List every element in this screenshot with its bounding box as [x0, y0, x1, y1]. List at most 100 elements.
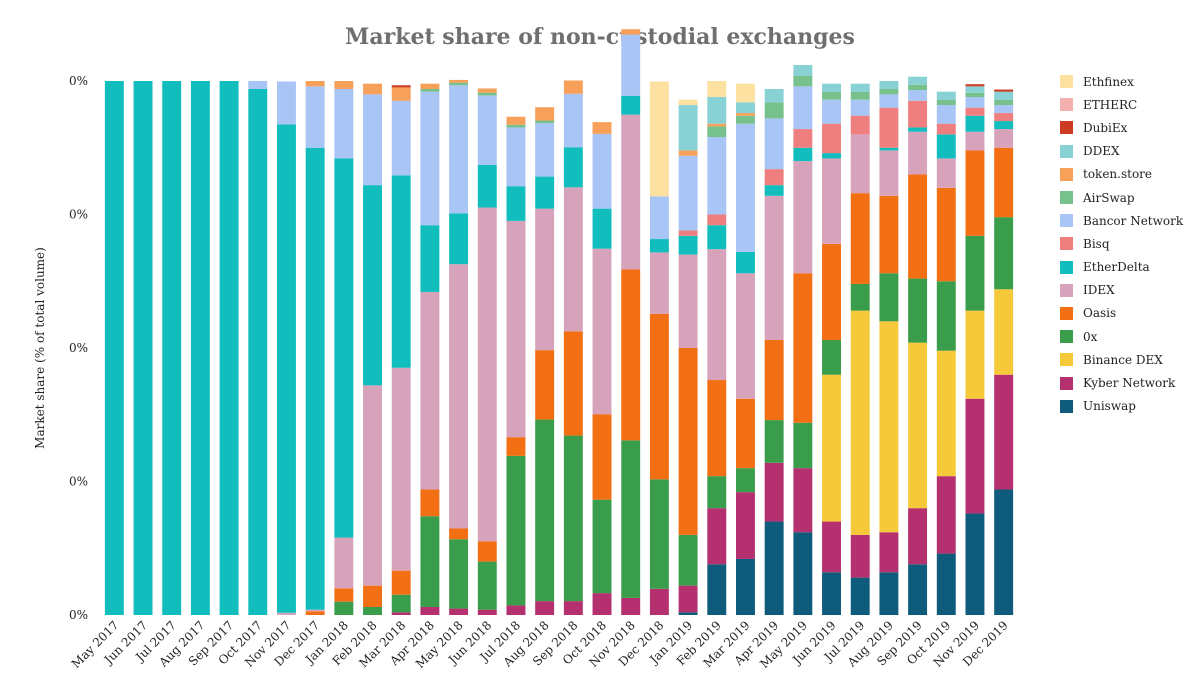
bar-segment-bancor-network	[764, 118, 784, 170]
bar-segment-oasis	[621, 269, 641, 441]
bar-segment-airswap	[736, 115, 755, 124]
bar-segment-idex	[277, 612, 296, 615]
bar-segment-etherdelta	[621, 95, 641, 115]
legend-label: IDEX	[1083, 283, 1115, 298]
bar-stack-jun-2019	[822, 83, 841, 615]
bar-stack-sep-2019	[908, 76, 928, 615]
bar-segment-oasis	[994, 147, 1014, 218]
legend-item-dubiex: DubiEx	[1060, 116, 1200, 139]
bar-segment-bancor-network	[334, 89, 354, 159]
bar-segment-airswap	[936, 99, 956, 106]
legend-label: token.store	[1083, 167, 1153, 182]
bar-segment-ddex	[707, 97, 727, 124]
bar-segment-bisq	[707, 214, 727, 226]
bar-segment-bancor-network	[248, 81, 268, 90]
bar-segment-oasis	[678, 348, 698, 535]
bar-segment-etherdelta	[277, 124, 296, 613]
legend-item-oasis: Oasis	[1060, 302, 1200, 325]
bar-segment-ddex	[908, 76, 928, 85]
bar-stack-feb-2018	[363, 83, 382, 615]
legend-label: Uniswap	[1083, 399, 1136, 414]
bar-segment-0x	[420, 516, 440, 607]
bar-segment-idex	[736, 273, 755, 399]
bar-segment-oasis	[449, 528, 469, 540]
legend-swatch	[1060, 144, 1073, 158]
legend-swatch	[1060, 75, 1073, 89]
bar-segment-idex	[391, 367, 411, 571]
y-tick-label: 0%	[69, 208, 88, 222]
bar-stack-jun-2017	[133, 81, 153, 615]
bar-segment-bisq	[908, 100, 928, 128]
bar-segment-0x	[965, 235, 985, 311]
bar-segment-airswap	[994, 99, 1014, 106]
bar-stack-nov-2018	[621, 29, 641, 615]
bar-segment-idex	[707, 249, 727, 381]
bar-segment-idex	[965, 131, 985, 151]
bar-stack-aug-2017	[190, 81, 210, 615]
bar-segment-ddex	[879, 81, 899, 90]
bar-segment-etherdelta	[707, 225, 727, 250]
bar-segment-bisq	[850, 115, 870, 135]
bar-segment-binance-dex	[965, 310, 985, 399]
bar-segment-oasis	[305, 611, 325, 615]
bar-segment-token-store	[707, 123, 727, 127]
bar-segment-kyber-network	[736, 492, 755, 559]
bar-segment-bancor-network	[936, 105, 956, 124]
bar-segment-kyber-network	[764, 462, 784, 522]
bar-segment-etherdelta	[449, 213, 469, 265]
bar-segment-airswap	[764, 102, 784, 119]
bar-segment-kyber-network	[965, 398, 985, 514]
legend-label: Bancor Network	[1083, 213, 1184, 228]
bar-segment-etherdelta	[879, 147, 899, 151]
bar-segment-oasis	[563, 331, 583, 436]
bar-segment-idex	[334, 537, 354, 589]
bar-segment-0x	[908, 278, 928, 343]
bar-segment-0x	[563, 435, 583, 602]
bar-segment-idex	[363, 385, 382, 586]
bar-segment-idex	[994, 129, 1014, 148]
bar-segment-ddex	[850, 83, 870, 92]
bar-segment-oasis	[764, 339, 784, 421]
bar-segment-kyber-network	[822, 521, 841, 573]
bar-stack-mar-2019	[736, 83, 755, 615]
bar-segment-etherdelta	[477, 164, 497, 208]
bar-segment-etherdelta	[363, 185, 382, 386]
bar-segment-0x	[707, 476, 727, 509]
bar-segment-kyber-network	[879, 532, 899, 573]
legend-swatch	[1060, 167, 1073, 181]
bar-segment-bancor-network	[563, 93, 583, 148]
bar-segment-airswap	[477, 92, 497, 96]
bar-segment-idex	[477, 207, 497, 542]
bar-segment-airswap	[506, 124, 526, 128]
bar-segment-ddex	[994, 91, 1014, 100]
bar-segment-0x	[822, 339, 841, 375]
bar-segment-0x	[793, 422, 813, 469]
legend-swatch	[1060, 260, 1073, 274]
bar-segment-oasis	[850, 193, 870, 284]
bar-segment-etherdelta	[104, 81, 124, 615]
bar-stack-may-2017	[104, 81, 124, 615]
bar-segment-kyber-network	[793, 468, 813, 533]
bar-segment-etherdelta	[936, 134, 956, 159]
bar-segment-token-store	[506, 116, 526, 125]
bar-segment-etherdelta	[822, 153, 841, 159]
legend-item-idex: IDEX	[1060, 279, 1200, 302]
legend-swatch	[1060, 121, 1073, 135]
bar-segment-bisq	[965, 107, 985, 116]
bar-stack-dec-2019	[994, 89, 1014, 615]
bar-segment-oasis	[592, 414, 612, 500]
legend-label: Ethfinex	[1083, 74, 1134, 89]
bar-stack-jan-2019	[678, 99, 698, 615]
bar-stack-mar-2018	[391, 85, 411, 615]
bar-segment-kyber-network	[621, 597, 641, 615]
bar-stack-dec-2017	[305, 81, 325, 615]
bar-segment-oasis	[535, 350, 555, 420]
legend-swatch	[1060, 353, 1073, 367]
bar-segment-uniswap	[822, 572, 841, 615]
legend-label: Kyber Network	[1083, 376, 1176, 391]
legend-item-bancor-network: Bancor Network	[1060, 209, 1200, 232]
legend-item-kyber-network: Kyber Network	[1060, 371, 1200, 394]
bar-stack-feb-2019	[707, 81, 727, 615]
bar-segment-token-store	[449, 79, 469, 83]
